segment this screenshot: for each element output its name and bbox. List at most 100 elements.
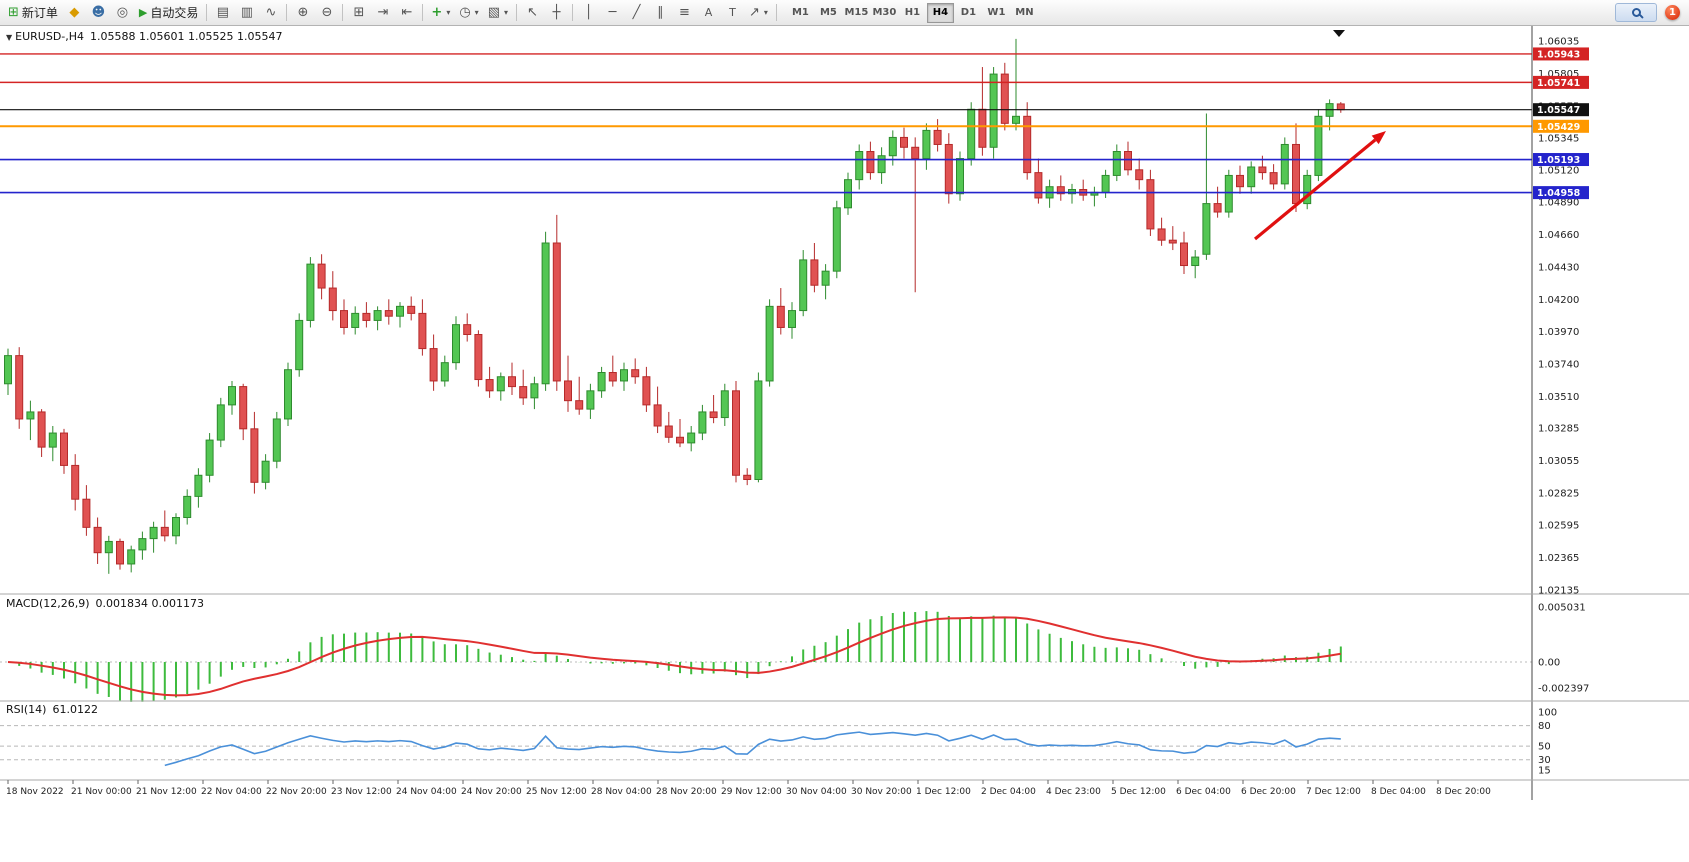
chart-collapse-icon[interactable]: ▼ [6,33,13,42]
tile-windows-button[interactable]: ⊞ [347,2,370,24]
svg-text:0.005031: 0.005031 [1538,602,1586,613]
bar-chart-button[interactable]: ▤ [211,2,234,24]
time-axis[interactable]: 18 Nov 2022 21 Nov 00:00 21 Nov 12:00 22 No… [6,780,1491,797]
autotrading-icon: ▶ [138,6,148,19]
macd-label: MACD(12,26,9) 0.001834 0.001173 [6,597,204,610]
timeframe-m15-button[interactable]: M15 [843,3,870,23]
svg-text:1 Dec 12:00: 1 Dec 12:00 [916,787,971,797]
line-chart-icon: ∿ [265,5,277,20]
data-window-button[interactable]: ◎ [111,2,134,24]
price-tag-1.05429: 1.05429 [1533,119,1589,133]
text-tool-button[interactable]: A [697,2,720,24]
candlestick-series [4,38,1345,574]
candlestick-chart-button[interactable]: ▥ [235,2,258,24]
svg-text:21 Nov 00:00: 21 Nov 00:00 [71,787,132,797]
new-order-icon: ⊞ [8,5,19,20]
autotrading-button[interactable]: ▶ 自动交易 [135,2,202,24]
indicators-icon: + [431,5,443,20]
zoom-out-icon: ⊖ [321,5,333,20]
rsi-name: RSI(14) [6,703,47,716]
timeframe-h1-button[interactable]: H1 [899,3,926,23]
trendline-icon: ╱ [632,5,641,20]
cursor-tool-button[interactable]: ↖ [521,2,544,24]
bar-chart-icon: ▤ [216,5,230,20]
svg-text:7 Dec 12:00: 7 Dec 12:00 [1306,787,1361,797]
toolbar-separator [572,4,573,21]
svg-text:1.06035: 1.06035 [1538,37,1579,48]
templates-button[interactable]: ▧ ▾ [484,2,512,24]
timeframe-m30-button[interactable]: M30 [871,3,898,23]
svg-text:1.05805: 1.05805 [1538,69,1579,80]
toolbar-separator [286,4,288,21]
timeframe-w1-button[interactable]: W1 [983,3,1010,23]
price-tag-1.05547: 1.05547 [1533,103,1589,117]
trendline-tool-button[interactable]: ╱ [625,2,648,24]
price-tag-1.05741: 1.05741 [1533,75,1589,89]
chart-title: ▼ EURUSD-,H4 1.05588 1.05601 1.05525 1.055… [6,30,283,43]
svg-text:4 Dec 23:00: 4 Dec 23:00 [1046,787,1101,797]
autotrading-label: 自动交易 [150,6,199,20]
svg-text:22 Nov 04:00: 22 Nov 04:00 [201,787,262,797]
new-order-button[interactable]: ⊞ 新订单 [4,2,62,24]
chart-shift-icon: ⇤ [401,5,413,20]
svg-text:1.03740: 1.03740 [1538,360,1579,371]
svg-text:1.04200: 1.04200 [1538,295,1579,306]
notification-badge[interactable]: 1 [1665,5,1680,20]
svg-text:1.03055: 1.03055 [1538,456,1579,467]
horizontal-line-tool-button[interactable]: ─ [601,2,624,24]
chevron-down-icon: ▾ [446,8,451,17]
profiles-button[interactable]: ◆ [63,2,86,24]
timeframe-m5-button[interactable]: M5 [815,3,842,23]
fibonacci-tool-button[interactable]: ≡ [673,2,696,24]
arrows-icon: ↗ [749,5,760,20]
market-watch-button[interactable]: ☻ [87,2,110,24]
arrows-tool-button[interactable]: ↗ ▾ [745,2,772,24]
svg-text:30 Nov 04:00: 30 Nov 04:00 [786,787,847,797]
svg-text:100: 100 [1538,708,1557,719]
candlestick-chart-icon: ▥ [240,5,254,20]
vertical-line-tool-button[interactable]: │ [577,2,600,24]
timeframe-m1-button[interactable]: M1 [787,3,814,23]
indicators-button[interactable]: + ▾ [427,2,454,24]
svg-text:-0.002397: -0.002397 [1538,684,1589,695]
svg-text:1.05345: 1.05345 [1538,134,1579,145]
svg-text:1.05193: 1.05193 [1537,155,1580,166]
zoom-in-button[interactable]: ⊕ [291,2,314,24]
svg-text:29 Nov 12:00: 29 Nov 12:00 [721,787,782,797]
periods-button[interactable]: ◷ ▾ [455,2,482,24]
price-tag-1.05943: 1.05943 [1533,47,1589,61]
svg-text:28 Nov 20:00: 28 Nov 20:00 [656,787,717,797]
toolbar-separator [775,4,777,21]
trend-arrow-annotation[interactable] [1253,131,1386,241]
svg-text:1.05943: 1.05943 [1537,49,1580,60]
chart-shift-button[interactable]: ⇤ [395,2,418,24]
auto-scroll-button[interactable]: ⇥ [371,2,394,24]
channel-tool-button[interactable]: ∥ [649,2,672,24]
tile-windows-icon: ⊞ [353,5,365,20]
market-watch-icon: ☻ [91,5,106,20]
timeframe-h4-button[interactable]: H4 [926,2,954,23]
crosshair-tool-button[interactable]: ┼ [545,2,568,24]
svg-text:24 Nov 20:00: 24 Nov 20:00 [461,787,522,797]
svg-text:0.00: 0.00 [1538,658,1560,669]
svg-text:8 Dec 04:00: 8 Dec 04:00 [1371,787,1426,797]
zoom-out-button[interactable]: ⊖ [315,2,338,24]
rsi-line [164,731,1341,767]
cursor-icon: ↖ [527,5,538,20]
timeframe-mn-button[interactable]: MN [1011,3,1038,23]
timeframe-d1-button[interactable]: D1 [955,3,982,23]
data-window-icon: ◎ [116,5,129,20]
svg-text:1.03510: 1.03510 [1538,392,1579,403]
svg-text:6 Dec 20:00: 6 Dec 20:00 [1241,787,1296,797]
svg-text:50: 50 [1538,742,1551,753]
svg-text:2 Dec 04:00: 2 Dec 04:00 [981,787,1036,797]
chart-shift-marker[interactable] [1333,30,1345,37]
macd-histogram [18,611,1342,702]
line-chart-button[interactable]: ∿ [259,2,282,24]
label-tool-button[interactable]: T [721,2,744,24]
search-box[interactable] [1615,3,1657,22]
rsi-label: RSI(14) 61.0122 [6,703,98,716]
chevron-down-icon: ▾ [763,8,768,17]
